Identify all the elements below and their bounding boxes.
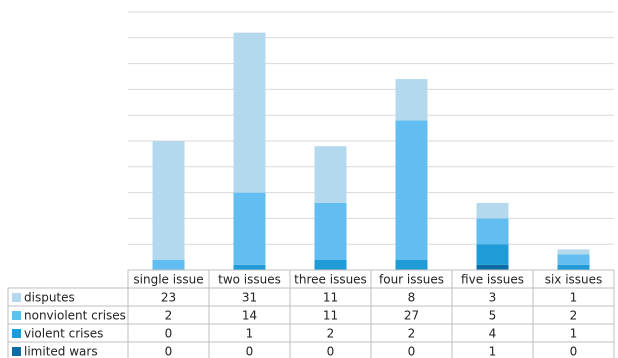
table-value: 1 [489, 345, 497, 358]
bar-segment [152, 141, 185, 260]
table-value: 0 [165, 327, 173, 341]
table-value: 14 [242, 309, 257, 323]
table-value: 2 [408, 327, 416, 341]
bar-segment [557, 264, 590, 270]
table-value: 0 [246, 345, 254, 358]
table-value: 0 [408, 345, 416, 358]
table-value: 2 [327, 327, 335, 341]
legend-label: disputes [24, 291, 75, 305]
legend-label: violent crises [24, 327, 103, 341]
x-tick-label: six issues [545, 273, 603, 287]
table-value: 3 [489, 291, 497, 305]
bar-segment [476, 264, 509, 270]
x-tick-label: single issue [133, 273, 203, 287]
table-value: 5 [489, 309, 497, 323]
bar-segment [557, 254, 590, 265]
bar-segment [557, 249, 590, 255]
table-value: 0 [327, 345, 335, 358]
table-value: 1 [570, 291, 578, 305]
bar-segment [395, 120, 428, 260]
legend-label: limited wars [24, 345, 98, 358]
table-value: 8 [408, 291, 416, 305]
x-tick-label: three issues [294, 273, 367, 287]
x-tick-label: four issues [379, 273, 444, 287]
bar-segment [476, 244, 509, 265]
table-value: 2 [165, 309, 173, 323]
legend-swatch [12, 329, 21, 338]
table-value: 31 [242, 291, 257, 305]
bar-segment [233, 32, 266, 193]
table-value: 0 [570, 345, 578, 358]
table-value: 2 [570, 309, 578, 323]
x-tick-label: two issues [218, 273, 281, 287]
bar-segment [233, 192, 266, 265]
table-value: 11 [323, 291, 338, 305]
table-value: 27 [404, 309, 419, 323]
bar-segment [314, 259, 347, 270]
table-value: 23 [161, 291, 176, 305]
legend-swatch [12, 293, 21, 302]
bar-segment [395, 79, 428, 121]
table-value: 0 [165, 345, 173, 358]
table-value: 4 [489, 327, 497, 341]
bar-segment [476, 218, 509, 245]
legend-swatch [12, 347, 21, 356]
bar-segment [314, 202, 347, 260]
bar-segment [476, 202, 509, 219]
legend-swatch [12, 311, 21, 320]
bar-segment [152, 259, 185, 270]
table-value: 1 [570, 327, 578, 341]
bar-segment [314, 146, 347, 203]
x-tick-label: five issues [461, 273, 524, 287]
table-value: 1 [246, 327, 254, 341]
bar-segment [395, 259, 428, 270]
legend-label: nonviolent crises [24, 309, 126, 323]
bar-segment [233, 264, 266, 270]
table-value: 11 [323, 309, 338, 323]
